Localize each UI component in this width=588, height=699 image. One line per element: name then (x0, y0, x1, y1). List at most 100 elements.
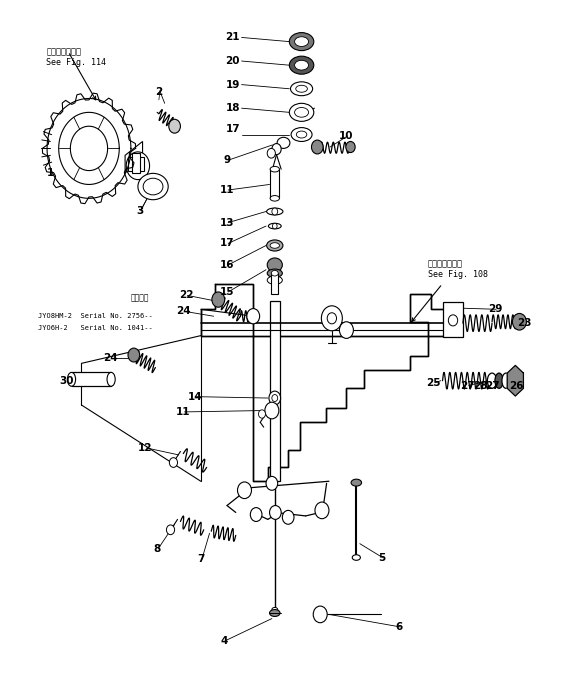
Text: 25: 25 (426, 377, 441, 388)
Bar (443, 303, 463, 337)
Circle shape (212, 292, 225, 307)
Circle shape (272, 223, 277, 229)
Polygon shape (42, 93, 136, 203)
Text: 17: 17 (226, 124, 240, 134)
Circle shape (238, 482, 252, 498)
Text: 15: 15 (220, 287, 234, 297)
Circle shape (250, 507, 262, 521)
Text: 5: 5 (377, 552, 385, 563)
Ellipse shape (270, 243, 279, 248)
Ellipse shape (277, 137, 290, 148)
Text: 9: 9 (223, 155, 230, 165)
Ellipse shape (351, 480, 362, 486)
Ellipse shape (352, 555, 360, 561)
Circle shape (339, 322, 353, 338)
Circle shape (265, 402, 279, 419)
Ellipse shape (270, 196, 279, 201)
Text: 10: 10 (339, 131, 353, 141)
Text: 6: 6 (395, 622, 402, 632)
Circle shape (282, 510, 294, 524)
Circle shape (448, 315, 457, 326)
Ellipse shape (502, 373, 510, 389)
Ellipse shape (295, 60, 309, 70)
Text: 23: 23 (517, 318, 532, 328)
Circle shape (259, 410, 265, 418)
Circle shape (266, 477, 278, 490)
Ellipse shape (270, 166, 279, 172)
Circle shape (327, 312, 336, 324)
Text: 14: 14 (188, 391, 202, 402)
Polygon shape (201, 284, 446, 481)
Ellipse shape (267, 269, 282, 278)
Ellipse shape (107, 373, 115, 387)
Text: 11: 11 (176, 407, 191, 417)
Circle shape (313, 606, 327, 623)
Circle shape (272, 208, 278, 215)
Text: 30: 30 (59, 375, 74, 386)
Text: 適用境界: 適用境界 (131, 294, 149, 303)
Circle shape (169, 120, 181, 133)
Circle shape (267, 148, 275, 158)
Text: 7: 7 (197, 554, 205, 564)
Ellipse shape (296, 131, 307, 138)
Circle shape (322, 306, 342, 331)
Text: 1: 1 (47, 168, 54, 178)
Text: 28: 28 (473, 380, 487, 391)
Ellipse shape (68, 373, 76, 387)
Circle shape (166, 525, 175, 535)
Text: 21: 21 (226, 32, 240, 43)
Text: 第１１４図参照
See Fig. 114: 第１１４図参照 See Fig. 114 (46, 48, 106, 67)
Bar (132, 153, 140, 173)
Text: 第１０８図参照
See Fig. 108: 第１０８図参照 See Fig. 108 (428, 259, 488, 279)
Text: 8: 8 (153, 544, 161, 554)
Polygon shape (71, 127, 108, 171)
Circle shape (315, 502, 329, 519)
Circle shape (512, 313, 526, 330)
Text: 22: 22 (179, 290, 193, 301)
Text: 27: 27 (485, 380, 499, 391)
Ellipse shape (272, 607, 278, 612)
Circle shape (269, 505, 281, 519)
Ellipse shape (267, 276, 282, 284)
Text: 27: 27 (460, 380, 475, 391)
Circle shape (169, 458, 178, 468)
Bar (270, 169, 279, 199)
Text: JYO8HM-2  Serial No. 2756--: JYO8HM-2 Serial No. 2756-- (38, 313, 152, 319)
Ellipse shape (295, 108, 309, 117)
Ellipse shape (290, 82, 313, 96)
Circle shape (126, 152, 149, 180)
Text: 24: 24 (176, 306, 191, 317)
Text: 12: 12 (138, 443, 153, 453)
Circle shape (312, 140, 323, 154)
Text: 26: 26 (509, 380, 524, 391)
Text: 17: 17 (220, 238, 235, 248)
Circle shape (247, 308, 260, 324)
Circle shape (128, 348, 140, 362)
Text: 11: 11 (220, 185, 234, 195)
Circle shape (272, 394, 278, 401)
Ellipse shape (296, 85, 308, 92)
Ellipse shape (495, 373, 503, 389)
Text: 3: 3 (136, 206, 143, 216)
Text: 4: 4 (220, 636, 228, 646)
Ellipse shape (143, 178, 163, 195)
Text: 2: 2 (155, 87, 162, 96)
Circle shape (346, 141, 355, 152)
Circle shape (269, 391, 280, 405)
Ellipse shape (271, 271, 278, 276)
Ellipse shape (268, 223, 281, 229)
Text: 24: 24 (103, 353, 118, 363)
Text: 16: 16 (220, 260, 234, 270)
Bar (128, 157, 144, 171)
Polygon shape (507, 366, 523, 396)
Text: 19: 19 (226, 80, 240, 89)
Ellipse shape (289, 103, 314, 122)
Text: JYO6H-2   Serial No. 1041--: JYO6H-2 Serial No. 1041-- (38, 324, 152, 331)
Ellipse shape (266, 240, 283, 251)
Text: 20: 20 (226, 56, 240, 66)
Circle shape (272, 143, 281, 154)
Polygon shape (125, 141, 142, 173)
Ellipse shape (266, 208, 283, 215)
Ellipse shape (267, 258, 282, 272)
Bar (271, 273, 278, 294)
